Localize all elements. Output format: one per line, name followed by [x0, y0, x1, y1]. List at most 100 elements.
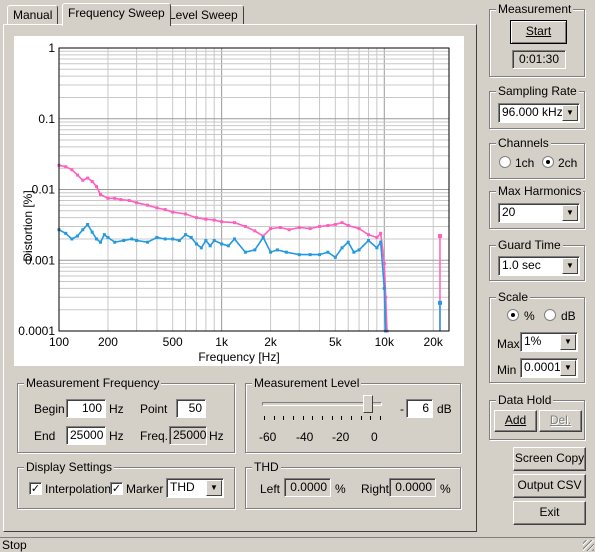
data-point [106, 196, 110, 200]
data-point [99, 240, 103, 244]
distortion-chart: 100 200 500 1k 2k 5k 10k 20k 1 0.1 0.01 0.001 0.0001… [14, 36, 464, 366]
x-tick-label: 10k [375, 335, 395, 349]
chevron-down-icon[interactable]: ▼ [562, 105, 578, 121]
measurement-title: Measurement [496, 2, 574, 16]
guard-time-select[interactable]: 1.0 sec ▼ [498, 256, 580, 276]
radio-scale-percent[interactable] [507, 309, 519, 321]
data-point [145, 203, 149, 207]
channels-title: Channels [496, 136, 551, 150]
radio-scale-db[interactable] [544, 309, 556, 321]
radio-1ch[interactable] [499, 156, 511, 168]
level-slider-track[interactable] [262, 402, 382, 406]
data-point [113, 196, 117, 200]
sampling-rate-title: Sampling Rate [496, 84, 579, 98]
exit-button[interactable]: Exit [513, 501, 586, 525]
add-button[interactable]: Add [494, 410, 537, 432]
screen-copy-button[interactable]: Screen Copy [513, 447, 586, 471]
data-point [357, 227, 361, 231]
tab-manual[interactable]: Manual [7, 5, 59, 25]
chevron-down-icon[interactable]: ▼ [206, 480, 222, 496]
level-tick-label: -40 [296, 430, 314, 444]
data-point [220, 220, 224, 224]
slider-tick-mark [312, 416, 314, 420]
chevron-down-icon[interactable]: ▼ [562, 205, 578, 221]
slider-tick-mark [380, 416, 381, 420]
data-point [163, 208, 167, 212]
start-button[interactable]: Start [510, 20, 567, 44]
data-hold-group: Data Hold [489, 393, 585, 440]
data-point [81, 178, 85, 182]
chevron-down-icon[interactable]: ▼ [560, 334, 576, 350]
radio-2ch[interactable] [542, 156, 554, 168]
data-point [106, 235, 110, 239]
chevron-down-icon[interactable]: ▼ [560, 360, 576, 376]
scale-max-select[interactable]: 1% ▼ [520, 332, 578, 352]
output-csv-button[interactable]: Output CSV [513, 474, 586, 498]
data-point [367, 239, 371, 243]
sampling-rate-group: Sampling Rate [489, 84, 585, 129]
start-button-label: Start [525, 24, 552, 38]
level-tick-label: -60 [259, 430, 277, 444]
begin-frequency-input[interactable]: 100 [66, 399, 106, 418]
scale-min-select[interactable]: 0.0001% ▼ [520, 358, 578, 378]
data-point [333, 223, 337, 227]
slider-tick-mark [293, 416, 294, 420]
data-point [375, 246, 379, 250]
data-point [102, 233, 106, 237]
data-point [127, 198, 131, 202]
measurement-frequency-group: Measurement Frequency [17, 376, 235, 453]
interpolation-checkbox[interactable]: ✓ [29, 482, 42, 495]
scale-min-label: Min [497, 363, 517, 377]
data-point [318, 224, 322, 228]
x-axis-label: Frequency [Hz] [198, 350, 279, 364]
sampling-rate-select[interactable]: 96.000 kHz ▼ [498, 103, 580, 123]
data-point [346, 223, 350, 227]
data-point [367, 233, 371, 237]
slider-tick-mark [360, 416, 362, 420]
max-harmonics-select[interactable]: 20 ▼ [498, 203, 580, 223]
tab-frequency-sweep[interactable]: Frequency Sweep [62, 3, 171, 26]
data-point [287, 228, 291, 232]
max-harmonics-value: 20 [502, 205, 516, 219]
end-frequency-input[interactable]: 25000 [66, 426, 106, 445]
data-point [122, 239, 126, 243]
marker-checkbox[interactable]: ✓ [110, 482, 123, 495]
data-point [204, 217, 208, 221]
x-tick-label: 20k [424, 335, 444, 349]
thd-title: THD [252, 460, 281, 474]
channels-group: Channels [489, 136, 585, 179]
delete-button[interactable]: Del. [539, 410, 582, 432]
data-point [86, 223, 90, 227]
data-point [212, 218, 216, 222]
data-point [135, 239, 139, 243]
slider-tick-mark [302, 416, 304, 420]
guard-time-group: Guard Time [489, 238, 585, 281]
data-point [155, 235, 159, 239]
data-point [243, 250, 247, 254]
tab-level-sweep[interactable]: Level Sweep [163, 5, 244, 25]
data-point [233, 237, 237, 241]
display-mode-select[interactable]: THD ▼ [166, 478, 224, 498]
add-button-label: Add [504, 413, 527, 427]
level-slider-thumb[interactable] [363, 395, 374, 413]
data-point [94, 237, 98, 241]
chevron-down-icon[interactable]: ▼ [562, 258, 578, 274]
data-point [375, 235, 379, 239]
x-tick-label: 1k [215, 335, 229, 349]
data-point [135, 201, 139, 205]
freq-label: Freq. [140, 429, 169, 443]
data-point [194, 242, 198, 246]
guard-time-value: 1.0 sec [502, 258, 541, 272]
chart-series [57, 163, 442, 333]
point-count-input[interactable]: 50 [176, 399, 206, 418]
data-point [384, 295, 388, 299]
x-tick-label: 100 [49, 335, 69, 349]
delete-button-label: Del. [549, 413, 572, 427]
level-unit: dB [437, 402, 452, 416]
level-db-input[interactable]: 6 [406, 399, 433, 418]
thd-left-unit: % [335, 482, 346, 496]
resize-grip-icon[interactable] [583, 540, 594, 551]
data-point [81, 228, 85, 232]
scale-group: Scale [489, 290, 585, 383]
data-point [119, 198, 123, 202]
